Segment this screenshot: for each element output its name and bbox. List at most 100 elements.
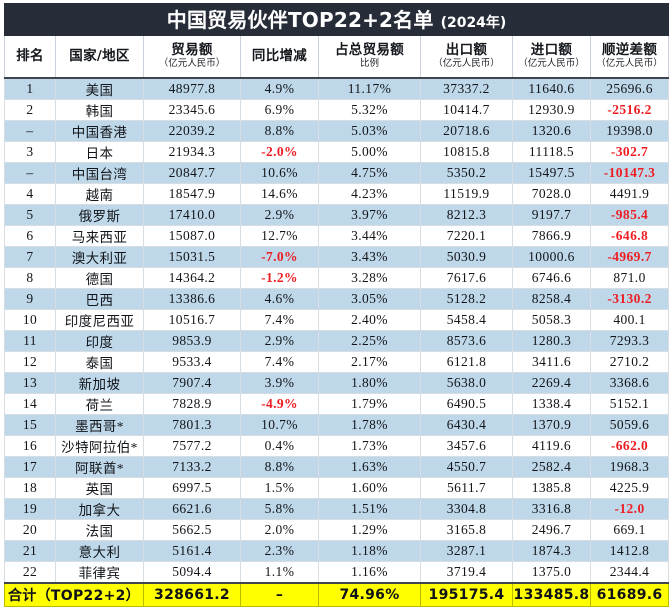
table-row[interactable]: 1 美国 48977.8 4.9% 11.17% 37337.2 11640.6 25696.… xyxy=(4,77,670,100)
column-header-3[interactable]: 贸易额 （亿元人民币） xyxy=(143,35,241,79)
cell-rank[interactable]: 21 xyxy=(4,540,56,562)
cell-import[interactable]: 1338.4 xyxy=(512,393,591,415)
cell-import[interactable]: 5058.3 xyxy=(512,309,591,331)
table-row[interactable]: 18 英国 6997.5 1.5% 1.60% 5611.7 1385.8 4225.9 xyxy=(4,477,670,499)
cell-rank[interactable]: – xyxy=(4,162,56,184)
cell-balance[interactable]: -646.8 xyxy=(589,225,670,247)
cell-rank[interactable]: 3 xyxy=(4,141,56,163)
cell-share[interactable]: 11.17% xyxy=(318,77,421,100)
cell-share[interactable]: 4.75% xyxy=(318,162,421,184)
table-row[interactable]: 12 泰国 9533.4 7.4% 2.17% 6121.8 3411.6 2710.2 xyxy=(4,351,670,373)
cell-export[interactable]: 3287.1 xyxy=(420,540,513,562)
cell-country[interactable]: 韩国 xyxy=(55,99,144,121)
cell-total-label[interactable]: 合计（TOP22+2） xyxy=(4,582,144,607)
cell-share[interactable]: 3.43% xyxy=(318,246,421,268)
cell-export[interactable]: 10815.8 xyxy=(420,141,513,163)
cell-country[interactable]: 美国 xyxy=(55,77,144,100)
cell-balance[interactable]: 4225.9 xyxy=(589,477,670,499)
cell-trade[interactable]: 14364.2 xyxy=(143,267,241,289)
cell-total-trade[interactable]: 328661.2 xyxy=(143,582,241,607)
cell-trade[interactable]: 9853.9 xyxy=(143,330,241,352)
column-header-8[interactable]: 顺逆差额 （亿元人民币） xyxy=(589,35,670,79)
cell-rank[interactable]: 2 xyxy=(4,99,56,121)
cell-country[interactable]: 泰国 xyxy=(55,351,144,373)
cell-rank[interactable]: 22 xyxy=(4,561,56,584)
cell-import[interactable]: 11640.6 xyxy=(512,77,591,100)
cell-trade[interactable]: 22039.2 xyxy=(143,120,241,142)
cell-export[interactable]: 6430.4 xyxy=(420,414,513,436)
cell-yoy[interactable]: 7.4% xyxy=(240,309,319,331)
cell-share[interactable]: 1.73% xyxy=(318,435,421,457)
cell-trade[interactable]: 5161.4 xyxy=(143,540,241,562)
cell-share[interactable]: 5.03% xyxy=(318,120,421,142)
cell-export[interactable]: 5128.2 xyxy=(420,288,513,310)
cell-balance[interactable]: 7293.3 xyxy=(589,330,670,352)
cell-total-share[interactable]: 74.96% xyxy=(318,582,421,607)
cell-country[interactable]: 马来西亚 xyxy=(55,225,144,247)
cell-balance[interactable]: 669.1 xyxy=(589,519,670,541)
cell-trade[interactable]: 7907.4 xyxy=(143,372,241,394)
cell-balance[interactable]: -10147.3 xyxy=(589,162,670,184)
cell-yoy[interactable]: 6.9% xyxy=(240,99,319,121)
cell-import[interactable]: 9197.7 xyxy=(512,204,591,226)
cell-export[interactable]: 4550.7 xyxy=(420,456,513,478)
cell-trade[interactable]: 17410.0 xyxy=(143,204,241,226)
cell-trade[interactable]: 6621.6 xyxy=(143,498,241,520)
cell-export[interactable]: 3719.4 xyxy=(420,561,513,584)
cell-export[interactable]: 7617.6 xyxy=(420,267,513,289)
cell-import[interactable]: 10000.6 xyxy=(512,246,591,268)
cell-trade[interactable]: 15087.0 xyxy=(143,225,241,247)
cell-balance[interactable]: 5059.6 xyxy=(589,414,670,436)
cell-balance[interactable]: 400.1 xyxy=(589,309,670,331)
table-row[interactable]: 9 巴西 13386.6 4.6% 3.05% 5128.2 8258.4 -3130.2 xyxy=(4,288,670,310)
cell-export[interactable]: 5611.7 xyxy=(420,477,513,499)
cell-rank[interactable]: 15 xyxy=(4,414,56,436)
table-row[interactable]: 17 阿联酋* 7133.2 8.8% 1.63% 4550.7 2582.4 1968.3 xyxy=(4,456,670,478)
cell-share[interactable]: 3.28% xyxy=(318,267,421,289)
cell-total-yoy[interactable]: – xyxy=(240,582,319,607)
cell-balance[interactable]: -3130.2 xyxy=(589,288,670,310)
table-row[interactable]: 21 意大利 5161.4 2.3% 1.18% 3287.1 1874.3 1412.8 xyxy=(4,540,670,562)
cell-yoy[interactable]: 2.9% xyxy=(240,204,319,226)
cell-yoy[interactable]: -4.9% xyxy=(240,393,319,415)
cell-share[interactable]: 1.18% xyxy=(318,540,421,562)
cell-share[interactable]: 3.05% xyxy=(318,288,421,310)
cell-total-export[interactable]: 195175.4 xyxy=(420,582,513,607)
cell-yoy[interactable]: 14.6% xyxy=(240,183,319,205)
table-row[interactable]: 2 韩国 23345.6 6.9% 5.32% 10414.7 12930.9 -2516.2 xyxy=(4,99,670,121)
cell-balance[interactable]: 3368.6 xyxy=(589,372,670,394)
cell-trade[interactable]: 7801.3 xyxy=(143,414,241,436)
cell-yoy[interactable]: 2.9% xyxy=(240,330,319,352)
table-row[interactable]: – 中国香港 22039.2 8.8% 5.03% 20718.6 1320.6 19398.… xyxy=(4,120,670,142)
cell-import[interactable]: 1385.8 xyxy=(512,477,591,499)
cell-share[interactable]: 1.29% xyxy=(318,519,421,541)
table-row[interactable]: 6 马来西亚 15087.0 12.7% 3.44% 7220.1 7866.9 -646.8 xyxy=(4,225,670,247)
cell-export[interactable]: 3165.8 xyxy=(420,519,513,541)
cell-trade[interactable]: 7577.2 xyxy=(143,435,241,457)
cell-balance[interactable]: 25696.6 xyxy=(589,77,670,100)
cell-export[interactable]: 20718.6 xyxy=(420,120,513,142)
cell-export[interactable]: 7220.1 xyxy=(420,225,513,247)
cell-balance[interactable]: 1968.3 xyxy=(589,456,670,478)
cell-yoy[interactable]: -2.0% xyxy=(240,141,319,163)
cell-share[interactable]: 1.79% xyxy=(318,393,421,415)
cell-country[interactable]: 菲律宾 xyxy=(55,561,144,584)
cell-export[interactable]: 3457.6 xyxy=(420,435,513,457)
cell-balance[interactable]: -662.0 xyxy=(589,435,670,457)
column-header-4[interactable]: 同比增减 xyxy=(240,35,319,79)
table-row[interactable]: 8 德国 14364.2 -1.2% 3.28% 7617.6 6746.6 871.0 xyxy=(4,267,670,289)
table-total-row[interactable]: 合计（TOP22+2） 328661.2 – 74.96% 195175.4 133485… xyxy=(4,582,670,607)
cell-import[interactable]: 3316.8 xyxy=(512,498,591,520)
cell-import[interactable]: 8258.4 xyxy=(512,288,591,310)
cell-country[interactable]: 印度 xyxy=(55,330,144,352)
cell-share[interactable]: 1.80% xyxy=(318,372,421,394)
cell-rank[interactable]: 1 xyxy=(4,77,56,100)
cell-rank[interactable]: 13 xyxy=(4,372,56,394)
cell-import[interactable]: 7028.0 xyxy=(512,183,591,205)
cell-yoy[interactable]: 0.4% xyxy=(240,435,319,457)
cell-country[interactable]: 法国 xyxy=(55,519,144,541)
cell-rank[interactable]: 14 xyxy=(4,393,56,415)
cell-import[interactable]: 2269.4 xyxy=(512,372,591,394)
column-header-6[interactable]: 出口额 （亿元人民币） xyxy=(420,35,513,79)
cell-trade[interactable]: 7133.2 xyxy=(143,456,241,478)
